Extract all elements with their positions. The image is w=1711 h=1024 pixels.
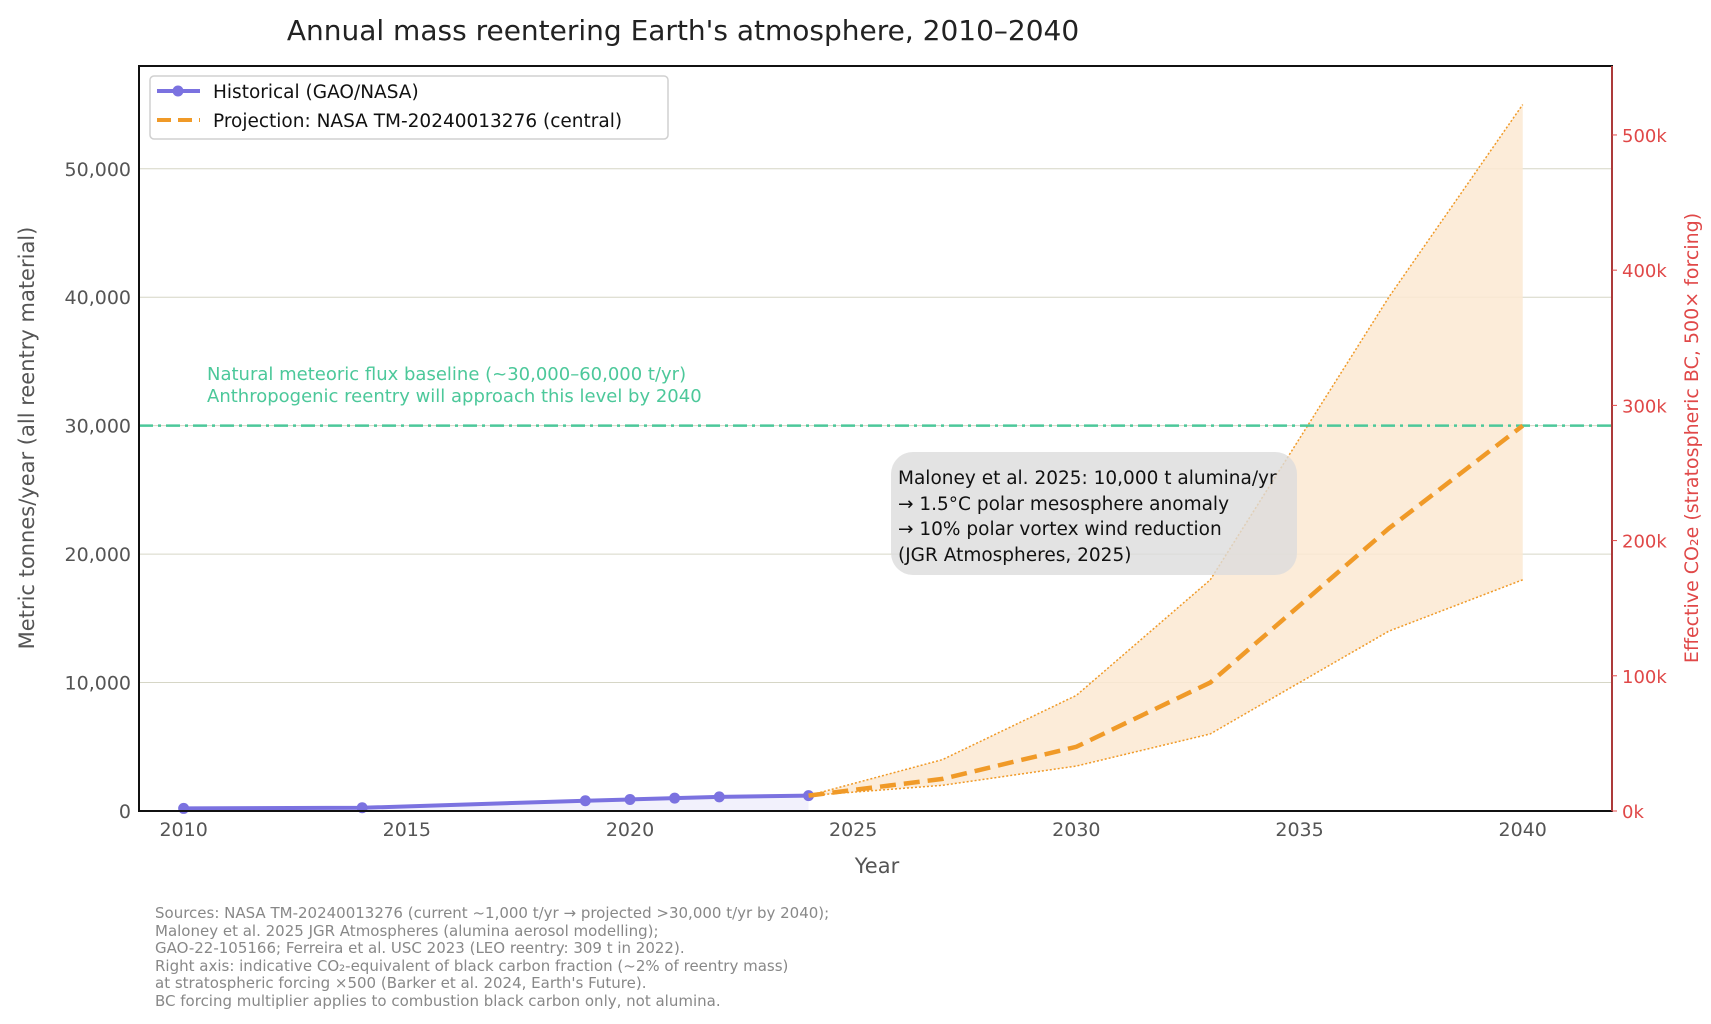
x-ticks: 2010 2015 2020 2025 2030 2035 2040	[159, 819, 1546, 841]
legend: Historical (GAO/NASA) Projection: NASA T…	[149, 75, 669, 140]
projection-lower-line	[808, 579, 1523, 797]
baseline-label-1: Natural meteoric flux baseline (~30,000–…	[207, 364, 686, 385]
projection-range-area	[808, 104, 1523, 796]
y-tick-label: 50,000	[65, 159, 131, 181]
y2-tick-label: 400k	[1622, 261, 1667, 282]
y-tick-label: 0	[119, 801, 131, 823]
sources-line: Right axis: indicative CO₂-equivalent of…	[155, 957, 788, 975]
projection-line	[808, 423, 1525, 798]
sources-line: BC forcing multiplier applies to combust…	[155, 992, 721, 1010]
y2-tick-label: 300k	[1622, 396, 1667, 417]
x-tick-label: 2030	[1052, 819, 1100, 841]
y-axis-label: Metric tonnes/year (all reentry material…	[15, 227, 39, 650]
annotation-box: Maloney et al. 2025: 10,000 t alumina/yr…	[891, 452, 1297, 575]
chart-title: Annual mass reentering Earth's atmospher…	[287, 14, 1079, 47]
y2-ticks: 0k 100k 200k 300k 400k 500k	[1612, 126, 1667, 823]
y-tick-label: 30,000	[65, 416, 131, 438]
historical-point	[713, 791, 725, 803]
historical-point	[624, 793, 636, 805]
x-tick-label: 2025	[829, 819, 877, 841]
projection-upper-line	[808, 104, 1524, 797]
x-tick-label: 2015	[383, 819, 431, 841]
baseline-label-2: Anthropogenic reentry will approach this…	[207, 386, 702, 407]
sources-line: at stratospheric forcing ×500 (Barker et…	[155, 974, 646, 992]
sources-line: Maloney et al. 2025 JGR Atmospheres (alu…	[155, 922, 659, 940]
x-tick-label: 2035	[1275, 819, 1323, 841]
historical-point	[579, 795, 591, 807]
x-tick-label: 2020	[606, 819, 654, 841]
x-tick-label: 2040	[1499, 819, 1547, 841]
y2-tick-label: 100k	[1622, 667, 1667, 688]
y-tick-label: 20,000	[65, 544, 131, 566]
legend-projection-label: Projection: NASA TM-20240013276 (central…	[213, 111, 622, 132]
y2-tick-label: 200k	[1622, 532, 1667, 553]
annotation-line: (JGR Atmospheres, 2025)	[898, 545, 1131, 566]
y-tick-label: 40,000	[65, 287, 131, 309]
sources-line: GAO-22-105166; Ferreira et al. USC 2023 …	[155, 939, 685, 957]
x-axis-label: Year	[854, 854, 900, 878]
annotation-line: Maloney et al. 2025: 10,000 t alumina/yr	[898, 468, 1277, 489]
annotation-line: → 1.5°C polar mesosphere anomaly	[898, 494, 1229, 515]
legend-historical-label: Historical (GAO/NASA)	[213, 82, 419, 103]
historical-point	[178, 802, 190, 814]
historical-point	[669, 792, 681, 804]
y2-tick-label: 0k	[1622, 802, 1644, 823]
y-tick-label: 10,000	[65, 673, 131, 695]
projection-band	[808, 104, 1524, 797]
y2-axis-label: Effective CO₂e (stratospheric BC, 500× f…	[1681, 213, 1703, 663]
sources-note: Sources: NASA TM-20240013276 (current ~1…	[155, 904, 829, 1010]
legend-historical-marker	[172, 85, 184, 97]
sources-line: Sources: NASA TM-20240013276 (current ~1…	[155, 904, 829, 922]
x-tick-label: 2010	[159, 819, 207, 841]
y-ticks: 0 10,000 20,000 30,000 40,000 50,000	[65, 159, 131, 823]
annotation-line: → 10% polar vortex wind reduction	[898, 519, 1222, 540]
y2-tick-label: 500k	[1622, 126, 1667, 147]
